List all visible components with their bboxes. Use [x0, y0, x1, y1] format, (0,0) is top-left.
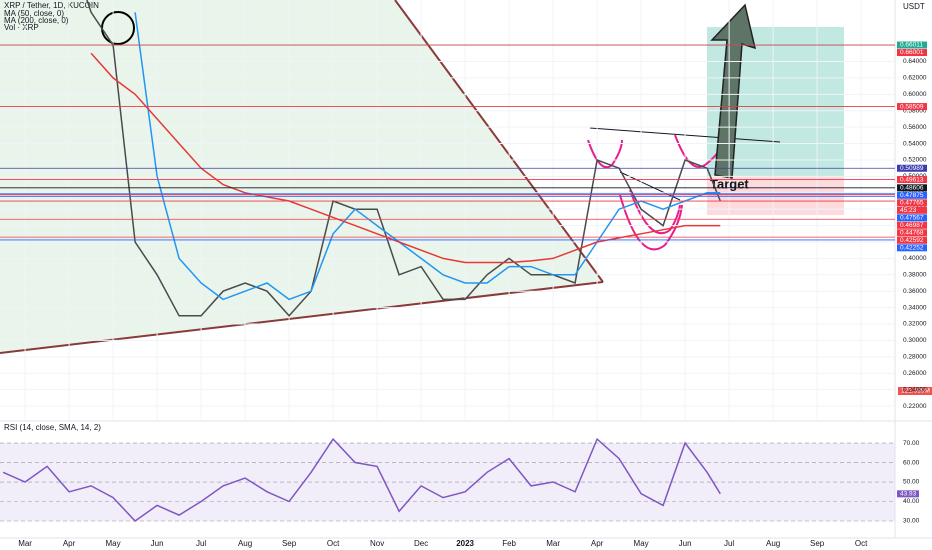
arrow — [710, 3, 757, 179]
series-line — [86, 0, 721, 317]
rsi-pane — [0, 437, 895, 522]
x-tick-label: Oct — [855, 539, 868, 548]
y-tick-label: 0.30000 — [903, 337, 927, 344]
y-tick-label: 0.26000 — [903, 370, 927, 377]
trend-line — [0, 281, 604, 354]
price-tag-label: 0.48606 — [900, 185, 924, 192]
legend-volume: Vol · XRP — [4, 23, 39, 32]
price-tag-label: 0.50989 — [900, 165, 924, 172]
series-line — [2, 437, 721, 522]
rsi-tag-label: 43.93 — [900, 491, 917, 498]
y-tick-label: 0.40000 — [903, 255, 927, 262]
price-tag-label: 0.47765 — [900, 200, 924, 207]
price-tag — [897, 214, 927, 222]
x-tick-label: Jun — [679, 539, 692, 548]
price-tag — [897, 103, 927, 111]
y-tick-label: 0.32000 — [903, 321, 927, 328]
x-tick-label: Jun — [151, 539, 164, 548]
price-pane — [0, 0, 895, 420]
price-tag — [897, 49, 927, 57]
x-tick-label: Oct — [327, 539, 340, 548]
price-tag — [897, 176, 927, 184]
x-tick-label: Apr — [591, 539, 604, 548]
x-tick-label: Sep — [810, 539, 825, 548]
legend-title: XRP / Tether, 1D, KUCOIN — [4, 1, 99, 10]
legend-entry: MA (50, close, 0) — [4, 9, 64, 18]
y-tick-label: 0.22000 — [903, 403, 927, 410]
price-tag — [897, 221, 927, 229]
price-tag-label: 0.42252 — [900, 245, 924, 252]
x-tick-label: May — [634, 539, 649, 548]
x-tick-label: 2023 — [456, 539, 474, 548]
y-tick-label: 0.36000 — [903, 288, 927, 295]
x-tick-label: Aug — [238, 539, 252, 548]
y-tick-label: 0.64000 — [903, 58, 927, 65]
x-tick-label: Feb — [502, 539, 516, 548]
countdown-label: 45:23 — [900, 207, 917, 214]
price-tag-label: 0.49613 — [900, 176, 924, 183]
price-tag — [897, 199, 927, 207]
price-tag-label: 0.66001 — [900, 49, 924, 56]
rsi-tick-label: 70.00 — [903, 440, 920, 447]
volume-tag — [898, 387, 932, 395]
volume-tag-label: 121.689M — [901, 388, 930, 395]
price-tag — [897, 164, 927, 172]
x-tick-label: Jul — [724, 539, 734, 548]
rsi-tag — [897, 490, 919, 498]
x-tick-label: Apr — [63, 539, 76, 548]
x-tick-label: Mar — [546, 539, 560, 548]
price-tag — [897, 236, 927, 244]
price-tag-label: 0.44768 — [900, 230, 924, 237]
price-tag — [897, 244, 927, 252]
x-tick-label: Sep — [282, 539, 297, 548]
price-tag — [897, 184, 927, 192]
price-tag — [897, 229, 927, 237]
y-tick-label: 0.60000 — [903, 91, 927, 98]
x-tick-label: May — [106, 539, 121, 548]
rsi-tick-label: 50.00 — [903, 479, 920, 486]
rsi-tick-label: 30.00 — [903, 518, 920, 525]
rsi-tick-label: 40.00 — [903, 498, 920, 505]
price-tag-label: 0.42592 — [900, 237, 924, 244]
x-tick-label: Aug — [766, 539, 780, 548]
x-tick-label: Jul — [196, 539, 206, 548]
price-tag — [897, 41, 927, 49]
series-line — [134, 12, 721, 301]
price-tag-label: 0.58509 — [900, 103, 924, 110]
price-tag-label: 0.47875 — [900, 192, 924, 199]
legend-entry: MA (200, close, 0) — [4, 16, 69, 25]
countdown-tag — [897, 206, 927, 214]
rsi-title: RSI (14, close, SMA, 14, 2) — [4, 423, 101, 432]
y-tick-label: 0.34000 — [903, 304, 927, 311]
trend-line — [394, 0, 604, 283]
y-tick-label: 0.56000 — [903, 124, 927, 131]
y-tick-label: 0.28000 — [903, 354, 927, 361]
x-tick-label: Mar — [18, 539, 32, 548]
rsi-tick-label: 60.00 — [903, 459, 920, 466]
unit-label: USDT — [903, 2, 925, 11]
cup — [619, 194, 683, 251]
y-tick-label: 0.58000 — [903, 107, 927, 114]
y-tick-label: 0.62000 — [903, 75, 927, 82]
price-tag-label: 0.66011 — [900, 42, 923, 49]
x-tick-label: Dec — [414, 539, 428, 548]
x-tick-label: Nov — [370, 539, 384, 548]
y-tick-label: 0.24000 — [903, 386, 927, 393]
y-tick-label: 0.54000 — [903, 140, 927, 147]
y-tick-label: 0.38000 — [903, 272, 927, 279]
price-tag — [897, 191, 927, 199]
y-tick-label: 0.52000 — [903, 157, 927, 164]
price-tag-label: 0.46987 — [900, 222, 924, 229]
price-tag-label: 0.47567 — [900, 215, 924, 222]
